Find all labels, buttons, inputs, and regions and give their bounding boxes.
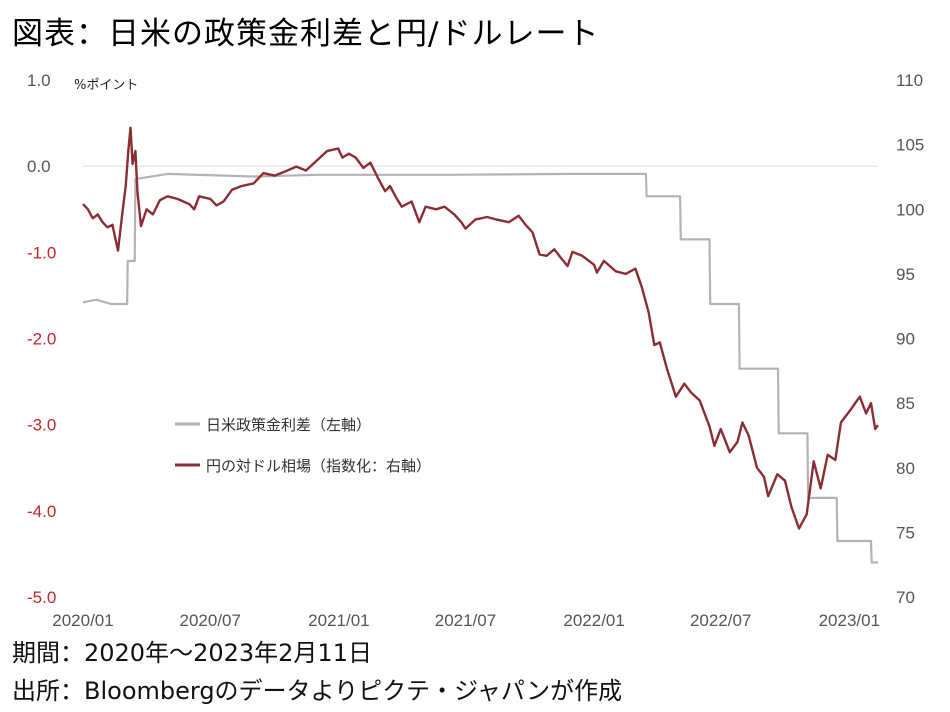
right-tick-label: 75 (896, 523, 915, 542)
left-tick-label: -2.0 (27, 330, 56, 349)
x-tick-label: 2022/01 (563, 611, 624, 630)
chart-title: 図表：日米の政策金利差と円/ドルレート (12, 16, 600, 52)
x-axis-ticks: 2020/01 2020/07 2021/01 2021/07 2022/01 2022/… (52, 611, 880, 630)
left-tick-label: -1.0 (27, 243, 56, 262)
x-tick-label: 2021/07 (435, 611, 496, 630)
right-axis-ticks: 110 105 100 95 90 85 80 75 70 (896, 71, 924, 607)
footer-period: 期間：2020年～2023年2月11日 (12, 639, 372, 667)
right-tick-label: 110 (896, 71, 923, 90)
chart-legend: 日米政策金利差（左軸） 円の対ドル相場（指数化：右軸） (175, 416, 431, 475)
right-tick-label: 80 (896, 459, 915, 478)
left-tick-label: 1.0 (27, 71, 51, 90)
left-axis-unit: %ポイント (74, 78, 139, 93)
left-tick-label: -4.0 (27, 502, 56, 521)
series-rate-differential-line (82, 172, 878, 564)
right-tick-label: 90 (896, 330, 915, 349)
series-layer (82, 126, 879, 564)
right-tick-label: 95 (896, 265, 915, 284)
x-tick-label: 2020/07 (180, 611, 241, 630)
legend-label-yen: 円の対ドル相場（指数化：右軸） (206, 457, 431, 475)
x-tick-label: 2022/07 (690, 611, 751, 630)
right-tick-label: 105 (896, 136, 924, 155)
right-tick-label: 70 (896, 588, 915, 607)
x-tick-label: 2021/01 (308, 611, 369, 630)
footer-source: 出所：Bloombergのデータよりピクテ・ジャパンが作成 (12, 677, 623, 705)
right-tick-label: 85 (896, 394, 915, 413)
left-tick-label: -5.0 (27, 588, 56, 607)
left-axis-ticks: 1.0 0.0 -1.0 -2.0 -3.0 -4.0 -5.0 (27, 71, 56, 607)
left-tick-label: 0.0 (27, 157, 51, 176)
series-yen-index-line (82, 126, 879, 530)
x-tick-label: 2020/01 (52, 611, 113, 630)
left-tick-label: -3.0 (27, 416, 56, 435)
x-tick-label: 2023/01 (819, 611, 880, 630)
right-tick-label: 100 (896, 200, 924, 219)
legend-label-rate-diff: 日米政策金利差（左軸） (206, 416, 371, 434)
